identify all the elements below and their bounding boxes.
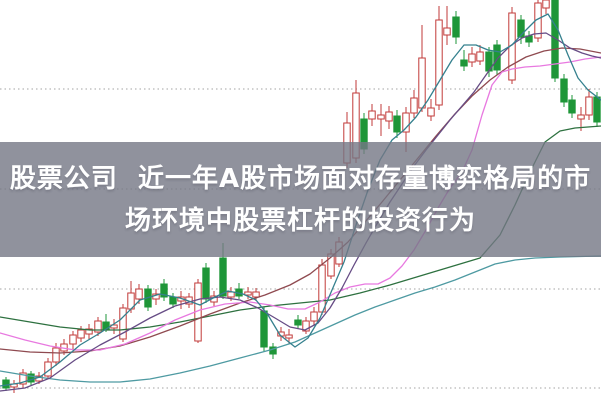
candle (27, 371, 35, 386)
candle (69, 331, 77, 350)
candle (485, 47, 493, 77)
candle (452, 11, 460, 44)
headline-line-2: 场环境中股票杠杆的投资行为 (124, 205, 476, 236)
headline-line-1: 股票公司 近一年A股市场面对存量博弈格局的市 (9, 163, 592, 194)
candle (119, 304, 127, 342)
candle (427, 99, 435, 121)
candle (252, 288, 260, 301)
candle (551, 0, 559, 82)
candles (2, 0, 601, 393)
candle (2, 377, 10, 391)
candle (585, 89, 593, 120)
candle (418, 25, 426, 112)
candle (235, 283, 243, 299)
candle (385, 106, 393, 129)
candle (85, 324, 93, 339)
candle (525, 31, 533, 47)
candle (476, 45, 484, 65)
candle (443, 6, 451, 45)
candle (294, 315, 302, 329)
candle (560, 74, 568, 107)
candle (10, 380, 18, 393)
candle (19, 369, 27, 388)
candle (493, 40, 501, 75)
title-overlay-band: 股票公司 近一年A股市场面对存量博弈格局的市 场环境中股票杠杆的投资行为 (0, 142, 601, 257)
candle (435, 6, 443, 110)
candle (568, 95, 576, 118)
candle (460, 50, 468, 71)
candle (377, 104, 385, 136)
candle (310, 307, 318, 325)
candle (269, 343, 277, 359)
candle (393, 110, 401, 138)
candle (368, 104, 376, 126)
candle (152, 289, 160, 305)
candle (160, 279, 168, 301)
candle (94, 317, 102, 336)
candle (410, 90, 418, 118)
candle (44, 358, 52, 379)
candle (468, 47, 476, 67)
candle (110, 319, 118, 334)
ma-line-magenta (0, 56, 601, 351)
candle (202, 263, 210, 303)
candle (177, 291, 185, 309)
candle (542, 0, 550, 14)
ma-line-slow-teal (0, 255, 601, 383)
candle (302, 317, 310, 334)
